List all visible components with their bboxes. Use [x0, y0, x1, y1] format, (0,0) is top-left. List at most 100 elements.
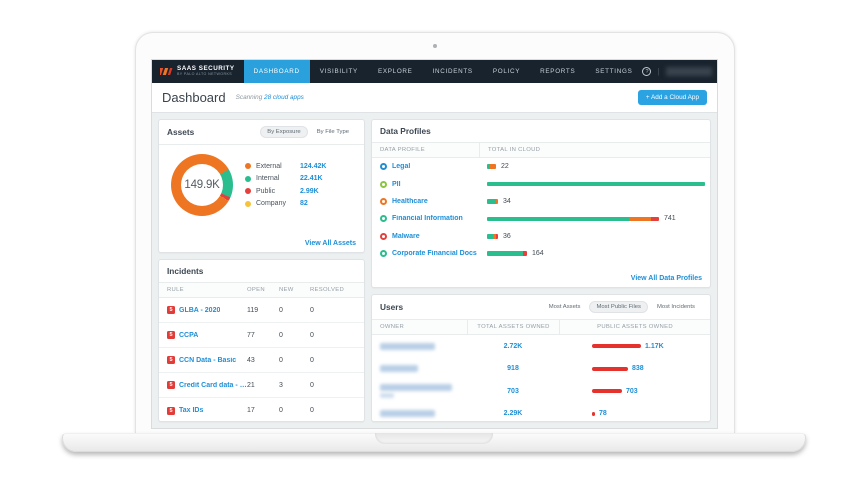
external-dot-icon: [245, 163, 251, 170]
laptop-notch: [375, 433, 493, 444]
data-profile-row: Financial Information 741: [372, 210, 710, 227]
assets-panel: Assets By Exposure By File Type 149.9K: [158, 119, 365, 253]
tab-most-incidents[interactable]: Most Incidents: [657, 304, 695, 310]
nav-item-visibility[interactable]: VISIBILITY: [319, 68, 358, 75]
tab-most-assets[interactable]: Most Assets: [548, 304, 581, 310]
incident-row: 5 Tax IDs 17 0 0: [159, 398, 364, 421]
public-assets-bar: [592, 344, 641, 349]
profile-link[interactable]: PII: [392, 180, 401, 188]
total-assets-value[interactable]: 703: [507, 387, 519, 395]
profile-bar: [487, 251, 527, 256]
incidents-title: Incidents: [167, 266, 204, 276]
users-title: Users: [380, 302, 404, 312]
rule-link[interactable]: Tax IDs: [179, 407, 204, 414]
public-assets-value[interactable]: 838: [632, 365, 644, 373]
owner-name-blurred[interactable]: [380, 384, 452, 392]
data-profile-row: Corporate Financial Docs 164: [372, 245, 710, 262]
nav-item-settings[interactable]: SETTINGS: [595, 68, 633, 75]
owner-name-blurred[interactable]: [380, 410, 435, 418]
data-profiles-title: Data Profiles: [380, 126, 431, 136]
data-profile-row: PII: [372, 175, 710, 192]
top-nav: SAAS SECURITY BY PALO ALTO NETWORKS DASH…: [152, 60, 717, 83]
public-assets-bar: [592, 366, 628, 371]
add-cloud-app-button[interactable]: + Add a Cloud App: [637, 90, 707, 105]
page-title: Dashboard: [162, 90, 226, 105]
data-profile-row: Healthcare 34: [372, 193, 710, 210]
nav-item-reports[interactable]: REPORTS: [540, 68, 576, 75]
scanning-status: Scanning 28 cloud apps: [235, 94, 304, 101]
rule-link[interactable]: CCN Data - Basic: [179, 356, 237, 364]
profile-bar: [487, 164, 496, 169]
user-row: 703 703: [372, 380, 710, 403]
rule-link[interactable]: CCPA: [179, 331, 199, 339]
brand-title: SAAS SECURITY: [177, 65, 235, 73]
financial-information-icon: [380, 215, 387, 223]
incident-row: 5 GLBA - 2020 119 0 0: [159, 298, 364, 323]
legend-row-company: Company 82: [245, 200, 326, 207]
profile-bar: [487, 199, 498, 204]
public-assets-value[interactable]: 78: [599, 410, 607, 418]
incident-row: 5 Credit Card data - CE... 21 3 0: [159, 373, 364, 398]
brand: SAAS SECURITY BY PALO ALTO NETWORKS: [152, 60, 244, 83]
legend-row-public: Public 2.99K: [245, 188, 326, 195]
view-all-data-profiles-link[interactable]: View All Data Profiles: [630, 275, 702, 282]
dashboard-screen: SAAS SECURITY BY PALO ALTO NETWORKS DASH…: [151, 59, 718, 429]
help-icon[interactable]: ?: [642, 67, 652, 76]
assets-legend: External 124.42K Internal 22.41K Public: [245, 163, 326, 207]
toggle-by-exposure[interactable]: By Exposure: [260, 126, 308, 138]
cloud-apps-link[interactable]: 28 cloud apps: [264, 94, 304, 101]
severity-badge: 5: [167, 381, 175, 389]
nav-item-incidents[interactable]: INCIDENTS: [432, 68, 473, 75]
pii-icon: [380, 180, 387, 188]
owner-name-blurred[interactable]: [380, 365, 418, 373]
user-row: 2.29K 78: [372, 403, 710, 422]
severity-badge: 5: [167, 331, 175, 339]
public-assets-value[interactable]: 1.17K: [645, 342, 664, 350]
rule-link[interactable]: GLBA - 2020: [179, 306, 221, 314]
profile-bar: [487, 181, 705, 187]
user-row: 2.72K 1.17K: [372, 335, 710, 358]
total-assets-value[interactable]: 918: [507, 365, 519, 373]
legend-row-external: External 124.42K: [245, 163, 326, 170]
tab-most-public-files[interactable]: Most Public Files: [589, 301, 649, 313]
incident-row: 5 CCN Data - Basic 43 0 0: [159, 348, 364, 373]
profile-link[interactable]: Corporate Financial Docs: [392, 250, 477, 258]
assets-donut-chart[interactable]: 149.9K: [171, 154, 233, 216]
profile-link[interactable]: Legal: [392, 163, 411, 171]
user-name-blurred[interactable]: [665, 67, 712, 76]
public-assets-value[interactable]: 703: [626, 387, 638, 395]
rule-link[interactable]: Credit Card data - CE...: [179, 381, 247, 389]
laptop-camera-dot: [433, 44, 437, 48]
public-assets-bar: [592, 411, 595, 416]
healthcare-icon: [380, 197, 387, 205]
nav-separator: |: [657, 67, 660, 76]
public-dot-icon: [245, 188, 251, 195]
malware-icon: [380, 232, 387, 240]
palo-alto-logo-icon: [160, 65, 173, 78]
users-table-header: OWNER TOTAL ASSETS OWNED PUBLIC ASSETS O…: [372, 320, 710, 335]
profile-link[interactable]: Healthcare: [392, 197, 428, 205]
public-assets-bar: [592, 389, 622, 394]
nav-item-dashboard[interactable]: DASHBOARD: [243, 60, 310, 83]
dashboard-content: Assets By Exposure By File Type 149.9K: [152, 113, 717, 428]
nav-item-policy[interactable]: POLICY: [492, 68, 521, 75]
total-assets-value[interactable]: 2.72K: [503, 342, 523, 350]
profile-link[interactable]: Financial Information: [392, 215, 463, 223]
user-row: 918 838: [372, 358, 710, 381]
owner-name-blurred[interactable]: [380, 342, 435, 350]
nav-item-explore[interactable]: EXPLORE: [377, 68, 413, 75]
owner-name-blurred-line2: [380, 393, 394, 399]
assets-total: 149.9K: [184, 179, 220, 191]
data-profiles-table-header: DATA PROFILE TOTAL IN CLOUD: [372, 143, 710, 158]
data-profile-row: Legal 22: [372, 158, 710, 175]
toggle-by-file-type[interactable]: By File Type: [316, 129, 349, 135]
total-assets-value[interactable]: 2.29K: [503, 410, 523, 418]
view-all-assets-link[interactable]: View All Assets: [304, 240, 356, 247]
legend-row-internal: Internal 22.41K: [245, 175, 326, 182]
data-profile-row: Malware 36: [372, 228, 710, 245]
profile-link[interactable]: Malware: [392, 232, 420, 240]
laptop-base: [62, 433, 806, 452]
profile-bar: [487, 233, 498, 239]
internal-dot-icon: [245, 175, 251, 182]
severity-badge: 5: [167, 406, 175, 415]
